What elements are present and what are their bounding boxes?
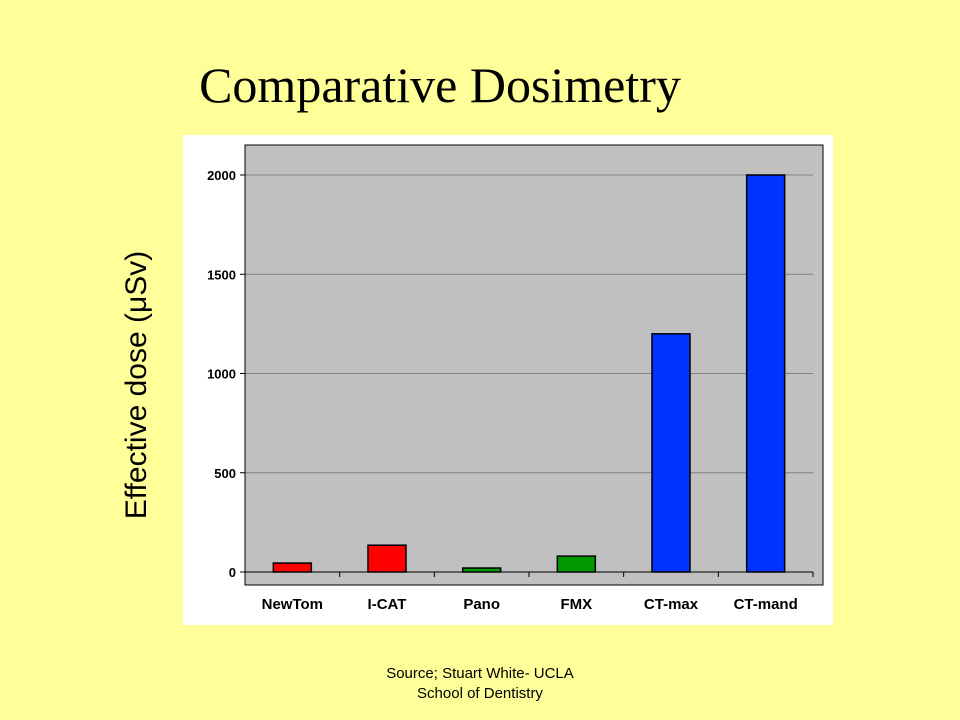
- bar-ct-max: [651, 333, 691, 573]
- y-tick-label: 500: [214, 466, 236, 481]
- y-tick-label: 1500: [207, 267, 236, 282]
- x-category-label: Pano: [463, 596, 500, 613]
- x-category-label: CT-mand: [734, 596, 798, 613]
- bar-newtom: [272, 562, 313, 573]
- y-ticks: 0 500 1000 1500 2000: [207, 165, 814, 580]
- bar-pano: [461, 567, 502, 573]
- bar-ct-mand: [745, 174, 786, 573]
- y-tick-label: 0: [229, 565, 236, 580]
- source-line-1: Source; Stuart White- UCLA: [386, 665, 574, 682]
- y-tick-label: 2000: [207, 168, 236, 183]
- bar-chart: 0 500 1000 1500 2000 NewTom I-CAT Pano FMX CT-ma…: [183, 135, 833, 625]
- source-line-2: School of Dentistry: [417, 685, 543, 702]
- x-category-label: FMX: [560, 596, 592, 613]
- page-title: Comparative Dosimetry: [199, 57, 681, 113]
- plot-area: [244, 144, 824, 586]
- x-category-label: I-CAT: [368, 596, 407, 613]
- chart-canvas: 0 500 1000 1500 2000 NewTom I-CAT Pano FMX CT-ma…: [183, 135, 833, 625]
- y-tick-label: 1000: [207, 367, 236, 382]
- bar-i-cat: [367, 544, 407, 573]
- x-categories: NewTom I-CAT Pano FMX CT-max CT-mand: [262, 596, 798, 613]
- source-note: Source; Stuart White- UCLA School of Den…: [280, 664, 680, 704]
- x-category-label: CT-max: [644, 596, 699, 613]
- bar-fmx: [556, 555, 597, 573]
- x-category-label: NewTom: [262, 596, 323, 613]
- y-axis-title: Effective dose (μSv): [120, 250, 153, 520]
